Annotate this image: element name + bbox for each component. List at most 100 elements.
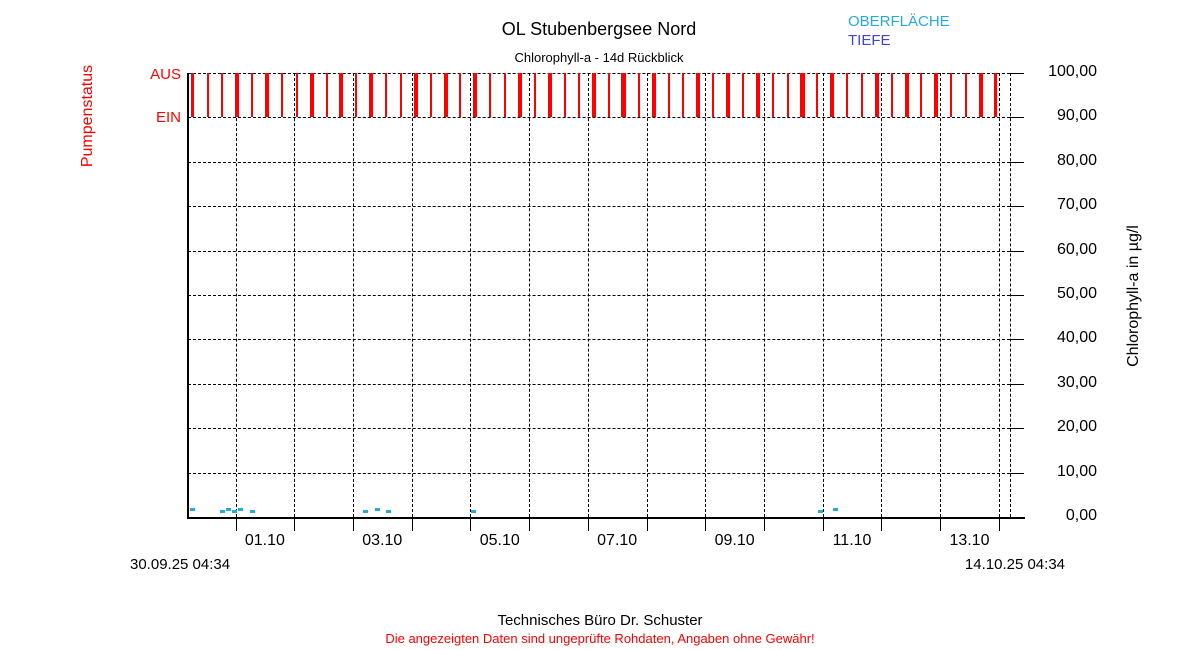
x-tick-label: 05.10 [479,532,520,549]
v-gridline [411,73,413,517]
pump-pulse [399,73,402,118]
pump-pulse [206,73,209,118]
pump-pulse [950,73,953,118]
pump-state-aus: AUS [150,66,181,83]
pump-pulse [890,73,893,118]
y-tick-label: 60,00 [1056,240,1097,258]
surface-data-point [817,509,823,513]
pump-pulse [771,73,774,118]
chart-subtitle: Chlorophyll-a - 14d Rückblick [514,50,684,65]
x-axis-tick [998,517,1000,531]
pump-pulse [830,73,835,118]
pump-pulse [920,73,923,118]
x-axis-tick [235,517,237,531]
y-axis-tick [1010,517,1024,518]
pump-pulse [309,73,314,118]
x-axis-tick [763,517,765,531]
h-gridline [188,73,1010,74]
pump-pulse [547,73,552,118]
pump-pulse [965,73,968,118]
pump-pulse [533,73,536,118]
pump-pulse [221,73,224,118]
x-tick-label: 11.10 [832,532,872,549]
y-tick-label: 90,00 [1056,107,1097,125]
surface-data-point [225,508,231,512]
x-axis-line [187,517,1025,519]
y-axis-tick [1010,206,1024,208]
pump-pulse [874,73,879,118]
y-axis-line [187,73,189,519]
x-axis-end-datetime: 14.10.25 04:34 [964,556,1065,573]
surface-data-point [190,508,196,512]
v-gridline [352,73,354,517]
v-gridline [235,73,237,517]
pump-pulse [682,73,685,118]
pump-pulse [726,73,731,118]
pump-pulse [443,73,448,118]
v-gridline [529,73,531,517]
y-tick-label: 30,00 [1056,373,1097,391]
pump-pulse [517,73,522,118]
legend-depth: TIEFE [848,32,891,49]
y-axis-tick [1010,295,1024,296]
y-axis-tick [1010,161,1024,163]
y-axis-tick [1010,73,1024,74]
pump-pulse [385,73,388,118]
y-tick-label: 80,00 [1056,151,1097,169]
y-axis-tick [1010,428,1024,430]
pump-pulse [786,73,789,118]
plot-area [188,73,1024,531]
pump-pulse [325,73,328,118]
pump-pulse [339,73,344,118]
h-gridline [188,472,1010,474]
h-gridline [188,295,1010,296]
v-gridline [822,73,824,517]
pump-pulse [651,73,656,118]
y-tick-label: 100,00 [1048,63,1097,80]
footer-disclaimer: Die angezeigten Daten sind ungeprüfte Ro… [385,631,815,646]
pump-state-ein: EIN [155,109,181,126]
v-gridline [587,73,589,517]
pump-pulse [191,73,195,118]
footer-company: Technisches Büro Dr. Schuster [497,612,703,629]
pump-pulse [621,73,627,118]
surface-data-point [470,509,476,513]
pump-pulse [355,73,358,118]
pump-pulse [295,73,298,118]
y-tick-label: 40,00 [1056,329,1097,347]
surface-data-point [386,509,392,513]
surface-data-point [249,509,255,513]
y-axis-tick [1010,472,1024,474]
x-axis-tick [822,517,824,531]
x-axis-start-datetime: 30.09.25 04:34 [130,556,231,573]
h-gridline [188,339,1010,341]
pump-pulse [637,73,640,118]
right-axis-title: Chlorophyll-a in µg/l [1125,225,1142,367]
x-axis-tick [411,517,413,531]
pump-pulse [846,73,849,118]
y-tick-label: 10,00 [1056,462,1097,480]
v-gridline [646,73,648,517]
v-gridline [470,73,472,517]
pump-pulse [413,73,418,118]
x-tick-label: 03.10 [362,532,403,549]
y-axis-tick [1010,117,1024,119]
y-axis-tick [1010,339,1024,341]
x-axis-tick [940,517,942,531]
pump-pulse [816,73,819,118]
pump-pulse [860,73,863,118]
v-gridline [763,73,765,517]
y-tick-label: 20,00 [1056,418,1097,436]
pump-pulse [280,73,283,118]
v-gridline [998,73,1000,517]
x-axis-tick [529,517,531,531]
pump-pulse [429,73,432,118]
x-axis-tick [470,517,472,531]
x-tick-label: 01.10 [244,532,285,549]
x-axis-tick [646,517,648,531]
v-gridline [881,73,883,517]
v-gridline [705,73,707,517]
pump-pulse [473,73,478,118]
pump-pulse [799,73,805,118]
